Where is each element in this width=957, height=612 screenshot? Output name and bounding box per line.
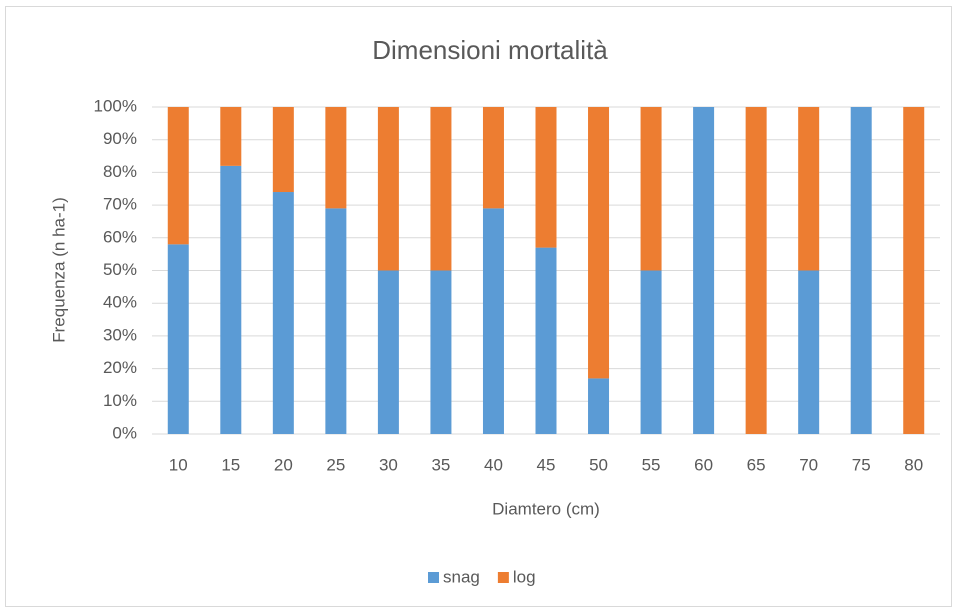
bar-segment xyxy=(220,165,242,435)
x-tick-label: 65 xyxy=(747,455,766,474)
bar-segment xyxy=(325,107,347,209)
bar-segment xyxy=(272,192,294,434)
bar-segment xyxy=(903,107,925,434)
y-tick-label: 80% xyxy=(103,162,137,181)
y-tick-label: 30% xyxy=(103,325,137,344)
x-tick-label: 45 xyxy=(537,455,556,474)
y-tick-label: 40% xyxy=(103,293,137,312)
bar-segment xyxy=(272,107,294,193)
bar-segment xyxy=(535,107,557,248)
y-tick-label: 0% xyxy=(112,423,137,442)
x-tick-label: 10 xyxy=(169,455,188,474)
bar-segment xyxy=(377,270,399,434)
bar-segment xyxy=(588,378,610,434)
y-tick-label: 70% xyxy=(103,195,137,214)
x-tick-label: 35 xyxy=(431,455,450,474)
bar-segment xyxy=(377,107,399,271)
legend-label: snag xyxy=(443,567,480,586)
bar-segment xyxy=(850,107,872,434)
bar-segment xyxy=(167,107,189,245)
bar-segment xyxy=(430,107,452,271)
y-tick-label: 20% xyxy=(103,358,137,377)
bar-segment xyxy=(693,107,715,434)
y-tick-label: 60% xyxy=(103,227,137,246)
y-tick-label: 50% xyxy=(103,260,137,279)
bar-segment xyxy=(535,247,557,434)
bar-segment xyxy=(798,270,820,434)
x-tick-label: 15 xyxy=(221,455,240,474)
x-tick-label: 40 xyxy=(484,455,503,474)
x-tick-label: 80 xyxy=(904,455,923,474)
legend-swatch xyxy=(428,572,439,583)
legend-swatch xyxy=(497,572,509,583)
bar-segment xyxy=(482,107,504,209)
y-axis-label: Frequenza (n ha-1) xyxy=(49,197,68,343)
bar-segment xyxy=(430,270,452,434)
y-tick-label: 100% xyxy=(94,96,137,115)
y-tick-label: 10% xyxy=(103,391,137,410)
bar-segment xyxy=(745,107,767,434)
x-tick-label: 20 xyxy=(274,455,293,474)
legend-label: log xyxy=(513,567,536,586)
chart-title: Dimensioni mortalità xyxy=(372,35,608,65)
bar-segment xyxy=(640,107,662,271)
bar-segment xyxy=(220,107,242,166)
y-tick-label: 90% xyxy=(103,129,137,148)
bar-segment xyxy=(798,107,820,271)
x-tick-label: 75 xyxy=(852,455,871,474)
bar-segment xyxy=(167,244,189,434)
x-tick-label: 50 xyxy=(589,455,608,474)
x-tick-label: 55 xyxy=(642,455,661,474)
bar-segment xyxy=(482,208,504,434)
x-axis-label: Diamtero (cm) xyxy=(492,499,600,518)
x-tick-label: 25 xyxy=(326,455,345,474)
x-tick-label: 70 xyxy=(799,455,818,474)
bar-segment xyxy=(325,208,347,434)
x-tick-label: 30 xyxy=(379,455,398,474)
bar-segment xyxy=(588,107,610,379)
x-tick-label: 60 xyxy=(694,455,713,474)
bar-segment xyxy=(640,270,662,434)
